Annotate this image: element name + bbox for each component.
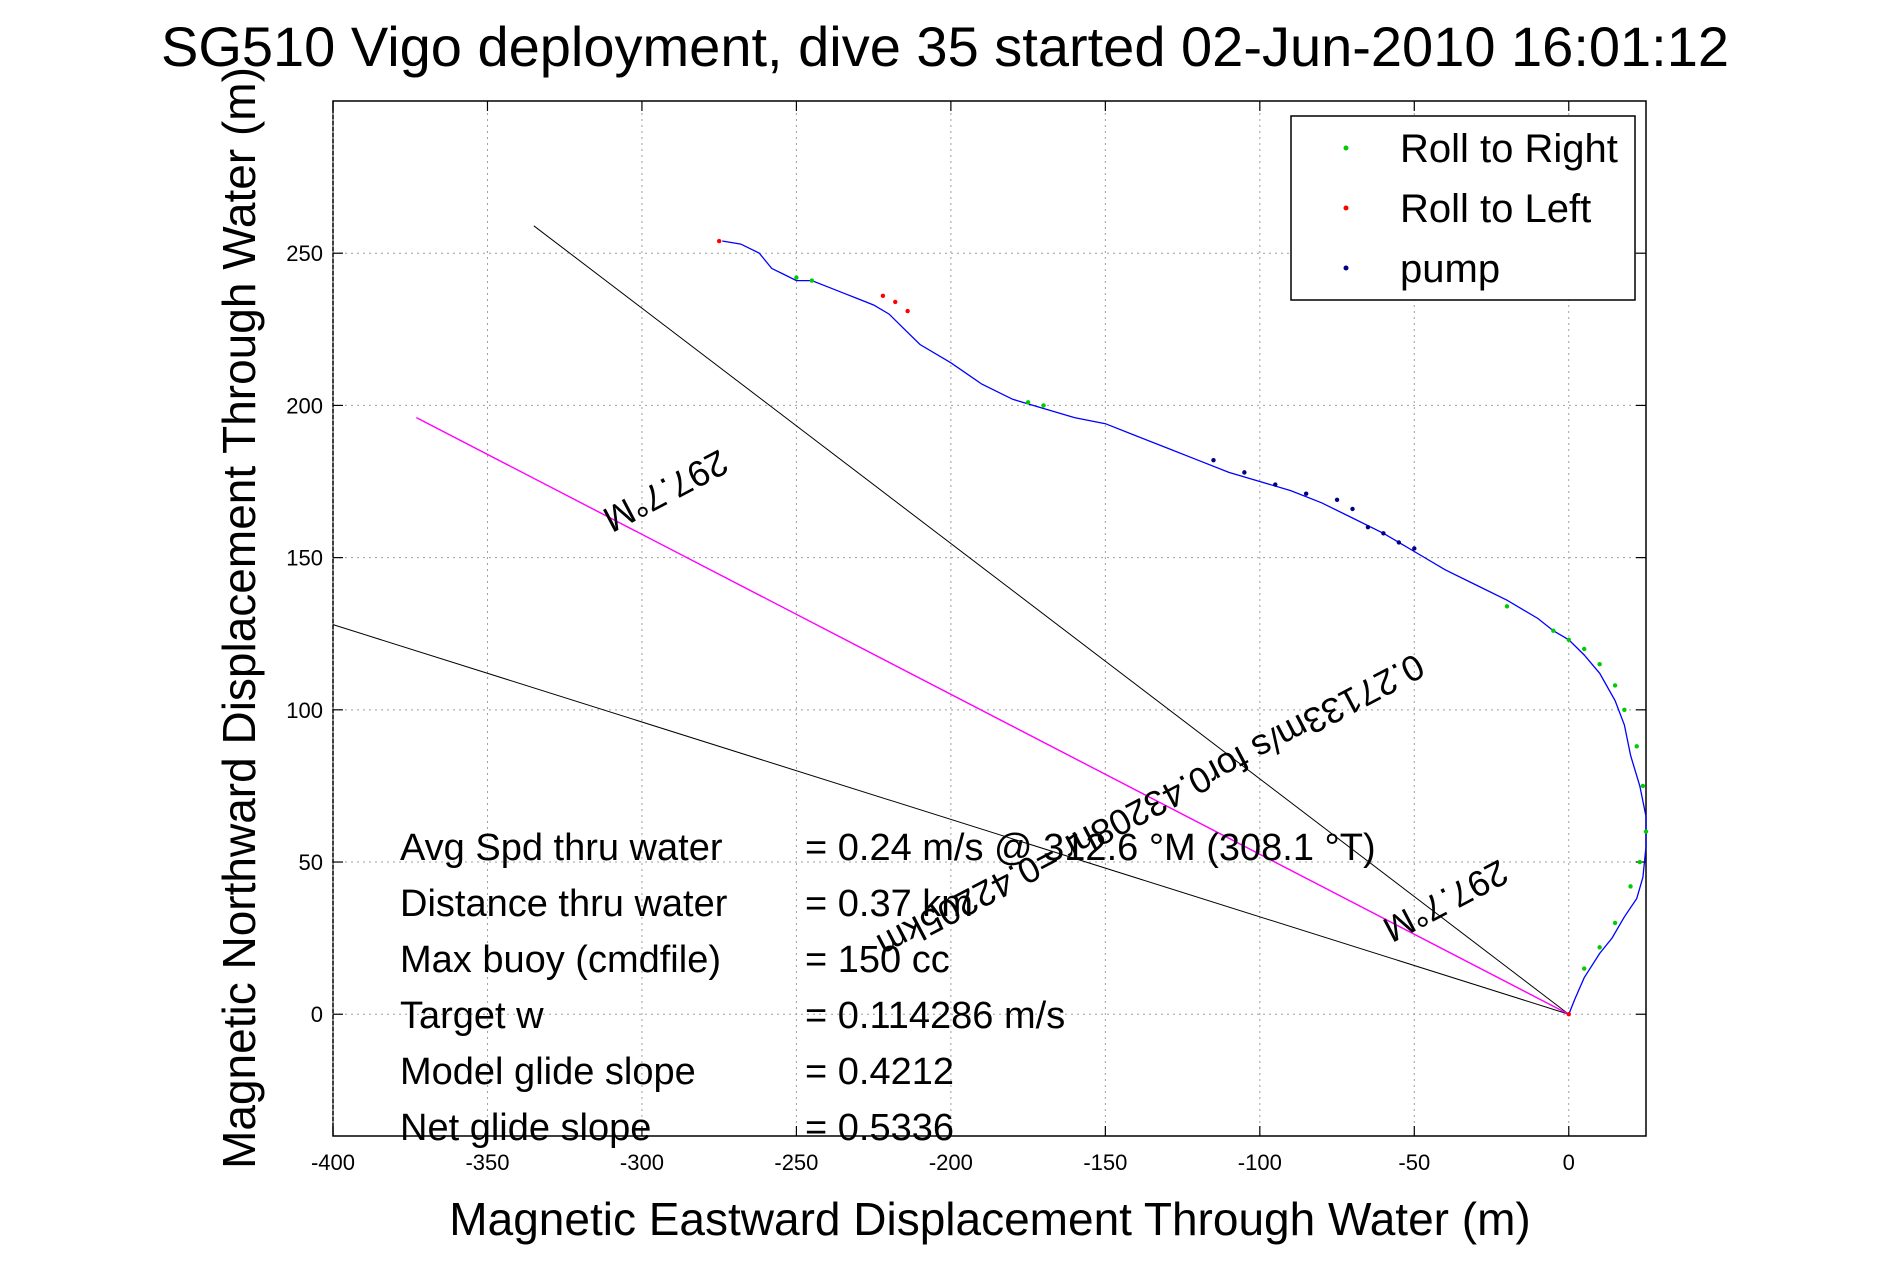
- roll-right-point: [1025, 400, 1031, 405]
- pump-point: [1303, 491, 1309, 496]
- legend-items: Roll to Right Roll to Left pump: [1343, 127, 1618, 291]
- pump-point: [1350, 506, 1355, 512]
- roll-right-point: [1551, 628, 1556, 633]
- chart-title: SG510 Vigo deployment, dive 35 started 0…: [161, 15, 1729, 78]
- stat-value: = 0.5336: [805, 1107, 954, 1149]
- y-tick-label: 150: [286, 546, 323, 571]
- roll-right-point: [1612, 683, 1618, 688]
- pump-point: [1365, 524, 1371, 530]
- roll-right-point: [1643, 829, 1649, 834]
- roll-left-point: [1566, 1012, 1571, 1017]
- roll-left-point: [716, 238, 722, 244]
- roll-right-point: [1582, 966, 1587, 971]
- pump-point: [1412, 546, 1417, 551]
- roll-left-point: [905, 308, 910, 314]
- roll-right-point: [1582, 646, 1587, 652]
- roll-right-point: [794, 275, 799, 280]
- stats-block: Avg Spd thru water = 0.24 m/s @ 312.6 °M …: [400, 827, 1376, 1149]
- roll-left-point: [893, 299, 898, 305]
- roll-right-point: [1504, 604, 1510, 609]
- roll-right-point: [1597, 945, 1602, 950]
- stat-label: Distance thru water: [400, 883, 728, 925]
- roll-right-point: [1640, 783, 1646, 789]
- x-tick-label: -200: [929, 1150, 973, 1175]
- roll-right-point: [1637, 859, 1643, 865]
- net-heading-line: [416, 416, 1570, 1015]
- y-tick-label: 0: [311, 1002, 323, 1027]
- legend-label: Roll to Right: [1400, 127, 1618, 171]
- pump-point: [1242, 470, 1247, 475]
- legend-marker: [1343, 205, 1349, 211]
- legend-marker: [1343, 145, 1349, 151]
- roll-left-point: [880, 293, 886, 299]
- stat-label: Avg Spd thru water: [400, 827, 723, 869]
- legend: Roll to Right Roll to Left pump: [1290, 115, 1636, 301]
- pump-point: [1396, 540, 1402, 545]
- legend-label: Roll to Left: [1400, 187, 1591, 231]
- roll-right-point: [1634, 744, 1639, 749]
- pump-point: [1381, 531, 1386, 536]
- x-tick-label: -50: [1398, 1150, 1430, 1175]
- stat-label: Target w: [400, 995, 544, 1037]
- x-tick-label: -100: [1238, 1150, 1282, 1175]
- pump-point: [1273, 482, 1278, 487]
- roll-right-point: [1566, 637, 1571, 643]
- x-tick-label: -350: [465, 1150, 509, 1175]
- reference-lines: [332, 225, 1570, 1015]
- roll-right-point: [1041, 403, 1046, 408]
- stat-value: = 0.37 km: [805, 883, 973, 925]
- roll-right-point: [809, 278, 815, 283]
- marker-layer: [716, 238, 1649, 1017]
- stat-value: = 0.24 m/s @ 312.6 °M (308.1 °T): [805, 827, 1376, 869]
- y-tick-label: 100: [286, 698, 323, 723]
- stat-value: = 0.114286 m/s: [805, 995, 1065, 1037]
- x-tick-label: -300: [620, 1150, 664, 1175]
- stat-label: Model glide slope: [400, 1051, 696, 1093]
- x-tick-label: -250: [774, 1150, 818, 1175]
- y-tick-label: 200: [286, 393, 323, 418]
- legend-label: pump: [1400, 247, 1500, 291]
- axis-ticks: -400 -350 -300 -250 -200 -150 -100 -50 0 0 50 100 15…: [286, 101, 1646, 1175]
- pump-point: [1211, 458, 1216, 463]
- y-tick-label: 250: [286, 241, 323, 266]
- reference-line: [332, 624, 1569, 1015]
- roll-right-point: [1597, 661, 1602, 667]
- x-tick-label: 0: [1563, 1150, 1575, 1175]
- grid: [332, 101, 1646, 1136]
- x-tick-label: -150: [1083, 1150, 1127, 1175]
- stat-label: Net glide slope: [400, 1107, 651, 1149]
- x-tick-label: -400: [311, 1150, 355, 1175]
- roll-right-point: [1612, 920, 1618, 926]
- y-tick-label: 50: [299, 850, 323, 875]
- stat-label: Max buoy (cmdfile): [400, 939, 721, 981]
- x-axis-title: Magnetic Eastward Displacement Through W…: [449, 1193, 1530, 1245]
- reference-line: [533, 225, 1570, 1015]
- roll-right-point: [1622, 707, 1627, 713]
- roll-right-point: [1628, 884, 1633, 889]
- stat-value: = 150 cc: [805, 939, 950, 981]
- pump-point: [1334, 497, 1340, 502]
- legend-marker: [1343, 265, 1349, 271]
- stat-value: = 0.4212: [805, 1051, 954, 1093]
- y-axis-title: Magnetic Northward Displacement Through …: [213, 67, 265, 1169]
